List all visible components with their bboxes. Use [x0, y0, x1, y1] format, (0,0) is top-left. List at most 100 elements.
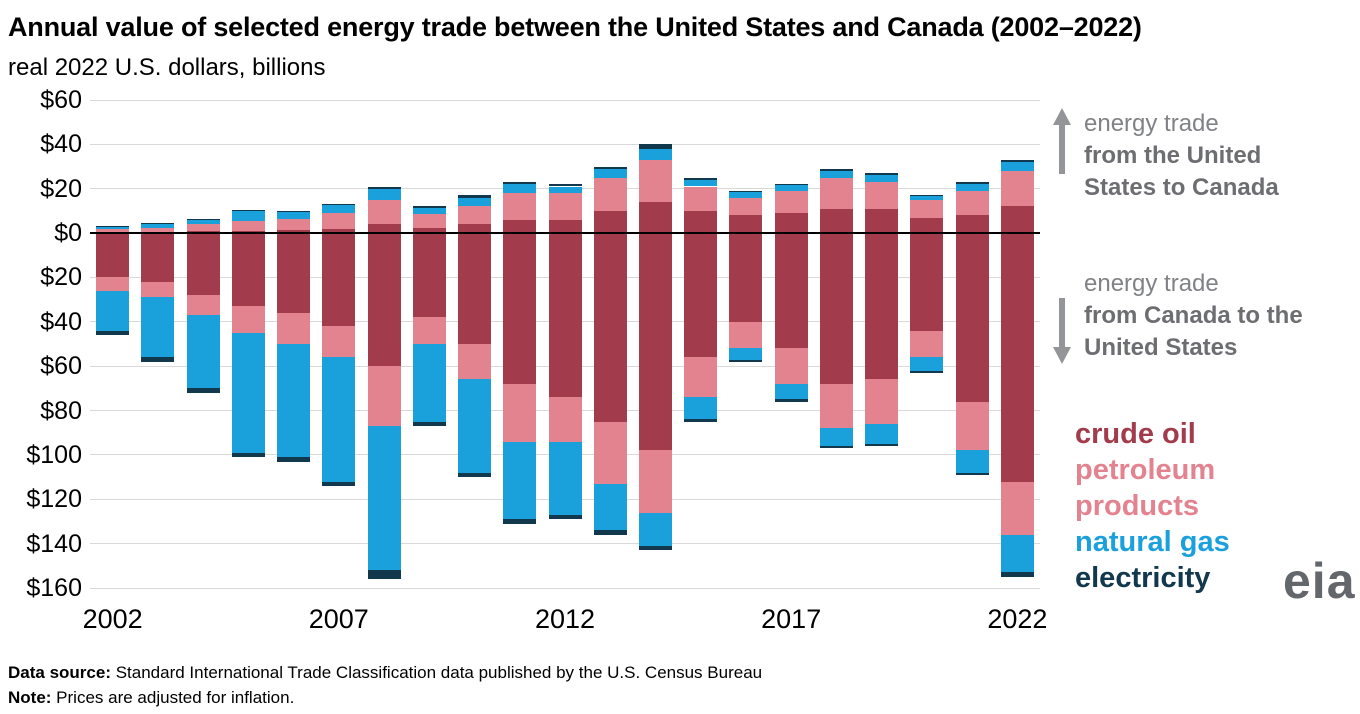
bar-2017-import-petroleum-products [774, 348, 808, 384]
bar-2016-import-crude-oil [729, 233, 763, 322]
bar-2013-import-petroleum-products [593, 421, 627, 484]
bar-2020-import-natural-gas [910, 357, 944, 371]
y-tick-label: $60 [40, 352, 82, 381]
bar-2009-export-electricity [412, 206, 446, 208]
bar-2010-export-crude-oil [458, 224, 492, 234]
annotation-up-line2: from the United States to Canada [1084, 142, 1279, 201]
eia-logo: eia [1283, 553, 1356, 609]
footer-source-line: Data source: Standard International Trad… [8, 660, 762, 685]
bar-2007-export-electricity [322, 204, 356, 206]
bar-2013-import-natural-gas [593, 483, 627, 531]
bar-2014-export-petroleum-products [638, 159, 672, 203]
bar-2013-export-crude-oil [593, 210, 627, 234]
bar-2020-export-electricity [910, 195, 944, 197]
bar-2009-import-crude-oil [412, 233, 446, 318]
bar-2018-import-electricity [819, 446, 853, 449]
annotation-text-up: energy trade from the United States to C… [1084, 108, 1324, 204]
bar-2012-export-natural-gas [548, 186, 582, 194]
y-tick-label: $100 [26, 440, 82, 469]
chart-title: Annual value of selected energy trade be… [8, 12, 1142, 42]
bar-2011-export-petroleum-products [503, 193, 537, 220]
bar-2011-export-electricity [503, 182, 537, 185]
bar-2009-import-electricity [412, 421, 446, 427]
bar-2010-export-natural-gas [458, 197, 492, 207]
bar-2018-export-petroleum-products [819, 177, 853, 209]
bar-2013-export-petroleum-products [593, 177, 627, 211]
bar-2014-import-electricity [638, 545, 672, 551]
bar-2012-export-crude-oil [548, 219, 582, 234]
bar-2006-import-electricity [277, 457, 311, 462]
footer-source-label: Data source: [8, 663, 111, 682]
y-tick-label: $20 [40, 174, 82, 203]
bar-2012-import-natural-gas [548, 441, 582, 515]
bar-2017-import-crude-oil [774, 233, 808, 349]
bar-2004-import-electricity [186, 388, 220, 393]
bar-2005-import-petroleum-products [231, 306, 265, 333]
footer-source-text: Standard International Trade Classificat… [110, 663, 763, 682]
bar-2006-import-petroleum-products [277, 312, 311, 344]
bar-2018-import-crude-oil [819, 233, 853, 384]
bar-2012-import-crude-oil [548, 233, 582, 398]
bar-2022-import-petroleum-products [1000, 481, 1034, 535]
bar-2013-import-electricity [593, 530, 627, 535]
bar-2005-export-petroleum-products [231, 220, 265, 231]
bar-2017-import-natural-gas [774, 383, 808, 400]
bar-2014-import-petroleum-products [638, 450, 672, 513]
bar-2012-export-petroleum-products [548, 193, 582, 220]
bar-2020-import-electricity [910, 370, 944, 373]
annotation-up-line1: energy trade [1084, 110, 1219, 137]
annotation-down-line2: from Canada to the United States [1084, 302, 1303, 361]
bar-2021-export-electricity [955, 182, 989, 185]
gridline [90, 543, 1040, 545]
bar-2020-export-natural-gas [910, 196, 944, 200]
bar-2021-export-petroleum-products [955, 190, 989, 216]
bar-2015-import-petroleum-products [684, 357, 718, 398]
bar-2002-import-natural-gas [96, 290, 130, 331]
bar-2004-export-crude-oil [186, 230, 220, 234]
bar-2016-export-crude-oil [729, 215, 763, 234]
bar-2011-export-crude-oil [503, 219, 537, 234]
bar-2006-import-crude-oil [277, 233, 311, 313]
bar-2008-export-electricity [367, 186, 401, 189]
bar-2015-export-petroleum-products [684, 186, 718, 211]
bar-2005-export-electricity [231, 209, 265, 211]
bar-2020-import-petroleum-products [910, 330, 944, 358]
y-tick-label: $140 [26, 529, 82, 558]
bar-2004-import-natural-gas [186, 315, 220, 389]
bar-2005-import-natural-gas [231, 332, 265, 453]
bar-2006-export-petroleum-products [277, 218, 311, 230]
bar-2002-export-petroleum-products [96, 228, 130, 232]
bar-2020-import-crude-oil [910, 233, 944, 331]
y-tick-label: $0 [54, 219, 82, 248]
bar-2011-import-petroleum-products [503, 383, 537, 442]
bar-2003-import-electricity [141, 357, 175, 362]
bar-2006-export-crude-oil [277, 229, 311, 234]
bar-2008-import-crude-oil [367, 233, 401, 367]
bar-2009-export-natural-gas [412, 207, 446, 215]
bar-2008-import-natural-gas [367, 426, 401, 571]
bar-2003-import-crude-oil [141, 233, 175, 282]
bar-2004-import-petroleum-products [186, 295, 220, 316]
bar-2018-export-natural-gas [819, 170, 853, 178]
zero-line [90, 232, 1040, 235]
bar-2016-export-electricity [729, 190, 763, 193]
bar-2002-export-natural-gas [96, 227, 130, 229]
bar-2013-export-natural-gas [593, 168, 627, 178]
bar-2009-import-petroleum-products [412, 317, 446, 344]
bar-2004-export-electricity [186, 218, 220, 220]
bar-2005-import-crude-oil [231, 233, 265, 307]
chart-subtitle: real 2022 U.S. dollars, billions [8, 54, 326, 81]
bar-2007-export-crude-oil [322, 228, 356, 234]
bar-2019-export-natural-gas [865, 175, 899, 183]
bar-2003-export-electricity [141, 223, 175, 225]
plot-area [90, 99, 1040, 589]
bar-2005-import-electricity [231, 452, 265, 458]
bar-2003-import-natural-gas [141, 297, 175, 358]
bar-2013-import-crude-oil [593, 233, 627, 422]
bar-2022-export-natural-gas [1000, 162, 1034, 171]
bar-2009-export-crude-oil [412, 227, 446, 234]
bar-2021-export-crude-oil [955, 215, 989, 234]
bar-2004-import-crude-oil [186, 233, 220, 296]
bar-2015-import-electricity [684, 419, 718, 422]
y-tick-label: $40 [40, 130, 82, 159]
